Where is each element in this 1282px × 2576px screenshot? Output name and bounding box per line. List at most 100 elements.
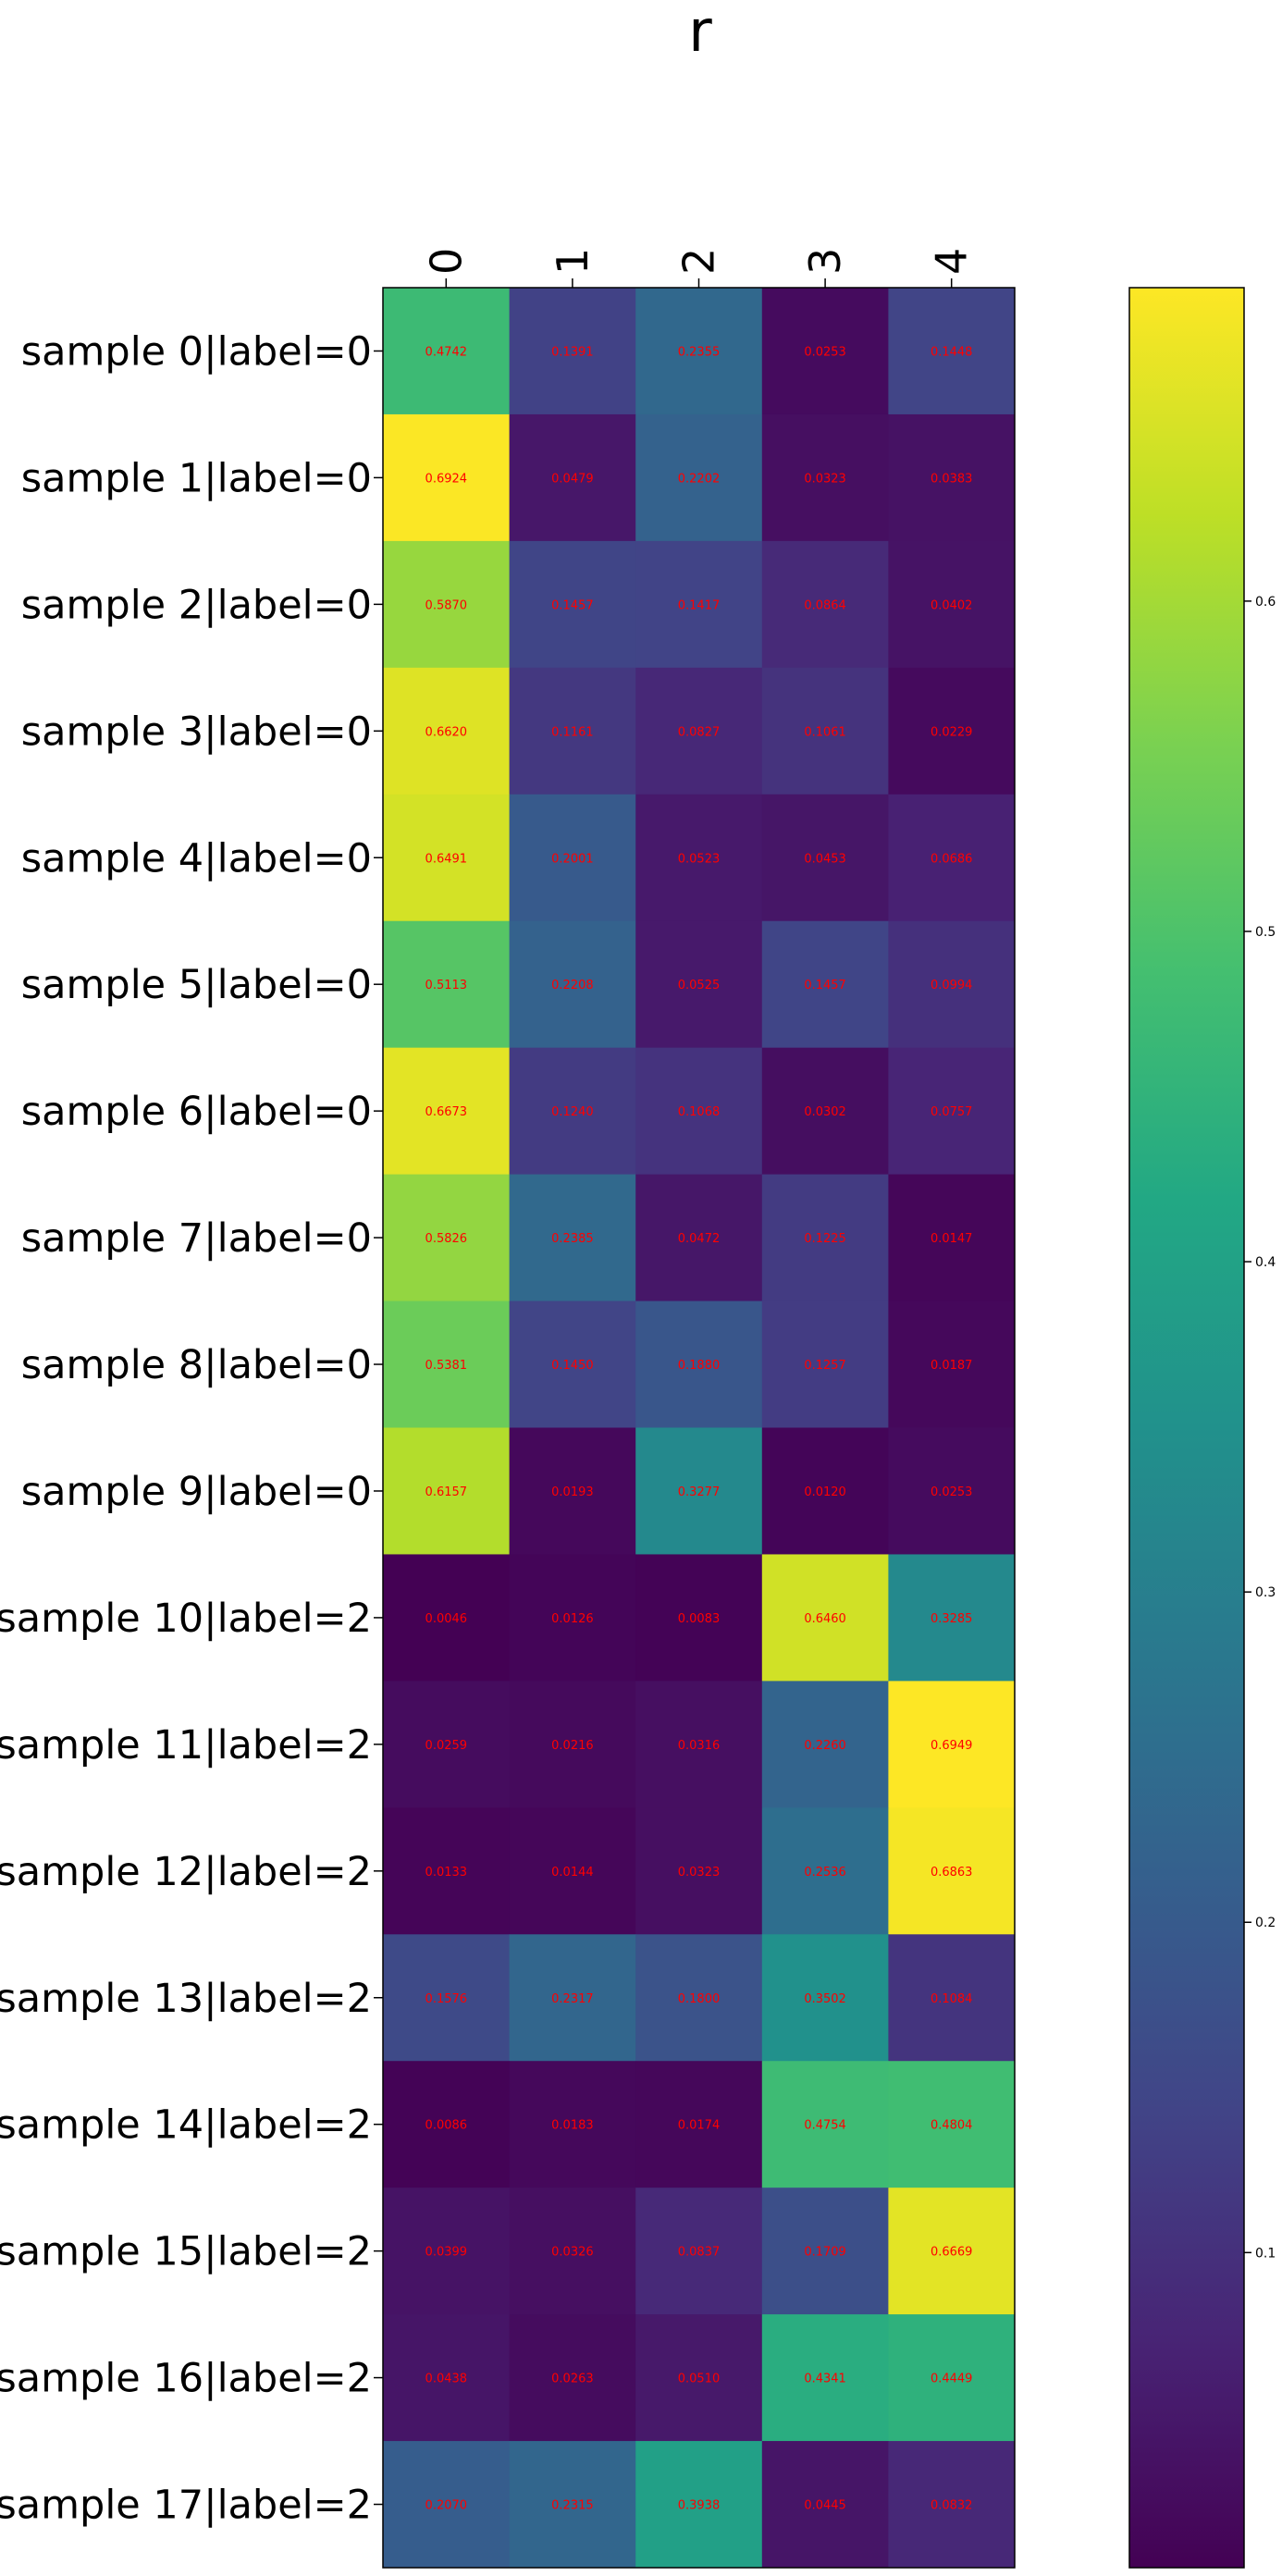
- heatmap-cell: [383, 1554, 511, 1682]
- cell-value-label: 0.1257: [804, 1359, 846, 1373]
- heatmap-cell: [635, 1934, 763, 2062]
- row-label: sample 6|label=0: [21, 1089, 372, 1135]
- heatmap-cell: [509, 1807, 636, 1935]
- heatmap-cell: [761, 1934, 889, 2062]
- cell-value-label: 0.1391: [551, 345, 594, 359]
- heatmap-cell: [509, 920, 636, 1049]
- cell-value-label: 0.0479: [551, 472, 594, 486]
- heatmap-cell: [383, 794, 511, 922]
- cell-value-label: 0.2202: [678, 472, 721, 486]
- heatmap-cell: [509, 1934, 636, 2062]
- heatmap-cell: [888, 1554, 1016, 1682]
- row-label: sample 11|label=2: [0, 1722, 372, 1769]
- cell-value-label: 0.0046: [425, 1612, 468, 1626]
- heatmap-cell: [383, 288, 511, 415]
- heatmap-cell: [761, 667, 889, 795]
- heatmap-cell: [888, 920, 1016, 1049]
- cell-value-label: 0.0229: [931, 725, 973, 739]
- cell-value-label: 0.6620: [425, 725, 468, 739]
- colorbar-tick-label: 0.2: [1255, 1916, 1276, 1930]
- row-label: sample 9|label=0: [21, 1469, 372, 1515]
- heatmap-cell: [509, 2188, 636, 2315]
- cell-value-label: 0.4754: [804, 2119, 846, 2133]
- heatmap-cell: [383, 2061, 511, 2188]
- column-labels: 0 1 2 3 4: [421, 248, 977, 288]
- chart-title: r: [688, 0, 712, 65]
- heatmap-cell: [888, 1427, 1016, 1555]
- cell-value-label: 0.4341: [804, 2373, 846, 2386]
- cell-value-label: 0.6669: [931, 2246, 973, 2260]
- cell-value-label: 0.0316: [678, 1739, 721, 1753]
- heatmap-cell: [383, 540, 511, 669]
- heatmap-cell: [383, 1427, 511, 1555]
- heatmap-cell: [383, 1047, 511, 1176]
- heatmap-cell: [635, 1047, 763, 1176]
- cell-value-label: 0.4449: [931, 2373, 973, 2386]
- heatmap-cells: 0.4742 0.1391 0.2355 0.0253 0.1448 0.6924 0.04…: [383, 288, 1016, 2569]
- heatmap-cell: [888, 1681, 1016, 1808]
- cell-value-label: 0.1457: [551, 598, 594, 612]
- cell-value-label: 0.0120: [804, 1485, 846, 1499]
- cell-value-label: 0.2385: [551, 1232, 594, 1246]
- row-labels: sample 0|label=0 sample 1|label=0 sample 2…: [0, 328, 383, 2529]
- cell-value-label: 0.0757: [931, 1105, 973, 1119]
- heatmap-cell: [509, 288, 636, 415]
- heatmap-cell: [888, 1174, 1016, 1302]
- heatmap-cell: [888, 1934, 1016, 2062]
- row-label: sample 10|label=2: [0, 1596, 372, 1642]
- heatmap-cell: [509, 2314, 636, 2442]
- cell-value-label: 0.6460: [804, 1612, 846, 1626]
- column-label: 4: [927, 248, 977, 275]
- heatmap-cell: [761, 920, 889, 1049]
- cell-value-label: 0.0083: [678, 1612, 721, 1626]
- colorbar-tick-label: 0.3: [1255, 1585, 1276, 1600]
- heatmap-cell: [509, 2061, 636, 2188]
- cell-value-label: 0.0187: [931, 1359, 973, 1373]
- row-label: sample 17|label=2: [0, 2483, 372, 2529]
- row-label: sample 13|label=2: [0, 1976, 372, 2022]
- heatmap-cell: [888, 540, 1016, 669]
- cell-value-label: 0.1061: [804, 725, 846, 739]
- cell-value-label: 0.1417: [678, 598, 721, 612]
- heatmap-cell: [888, 2441, 1016, 2569]
- row-label: sample 8|label=0: [21, 1342, 372, 1388]
- heatmap-cell: [509, 1047, 636, 1176]
- row-label: sample 0|label=0: [21, 328, 372, 375]
- row-label: sample 16|label=2: [0, 2356, 372, 2402]
- heatmap-cell: [509, 413, 636, 542]
- heatmap-cell: [635, 1554, 763, 1682]
- row-label: sample 12|label=2: [0, 1849, 372, 1895]
- cell-value-label: 0.0864: [804, 598, 846, 612]
- cell-value-label: 0.3502: [804, 1992, 846, 2006]
- cell-value-label: 0.3277: [678, 1485, 721, 1499]
- heatmap-cell: [635, 1807, 763, 1935]
- heatmap-cell: [635, 1681, 763, 1808]
- heatmap-cell: [383, 1681, 511, 1808]
- cell-value-label: 0.0183: [551, 2119, 594, 2133]
- cell-value-label: 0.0399: [425, 2246, 468, 2260]
- column-label: 2: [674, 248, 724, 275]
- cell-value-label: 0.0523: [678, 852, 721, 866]
- heatmap-cell: [761, 1807, 889, 1935]
- heatmap-cell: [888, 1047, 1016, 1176]
- cell-value-label: 0.0402: [931, 598, 973, 612]
- heatmap-cell: [888, 2314, 1016, 2442]
- row-label: sample 15|label=2: [0, 2229, 372, 2275]
- cell-value-label: 0.0326: [551, 2246, 594, 2260]
- cell-value-label: 0.2317: [551, 1992, 594, 2006]
- cell-value-label: 0.0193: [551, 1485, 594, 1499]
- cell-value-label: 0.6673: [425, 1105, 468, 1119]
- cell-value-label: 0.2208: [551, 979, 594, 992]
- cell-value-label: 0.0827: [678, 725, 721, 739]
- heatmap-cell: [509, 1681, 636, 1808]
- cell-value-label: 0.2315: [551, 2499, 594, 2513]
- heatmap-cell: [761, 413, 889, 542]
- heatmap-cell: [635, 1427, 763, 1555]
- heatmap-cell: [635, 288, 763, 415]
- heatmap-cell: [509, 1174, 636, 1302]
- cell-value-label: 0.0263: [551, 2373, 594, 2386]
- colorbar-tick-label: 0.4: [1255, 1255, 1276, 1270]
- heatmap-cell: [635, 920, 763, 1049]
- cell-value-label: 0.0686: [931, 852, 973, 866]
- cell-value-label: 0.0832: [931, 2499, 973, 2513]
